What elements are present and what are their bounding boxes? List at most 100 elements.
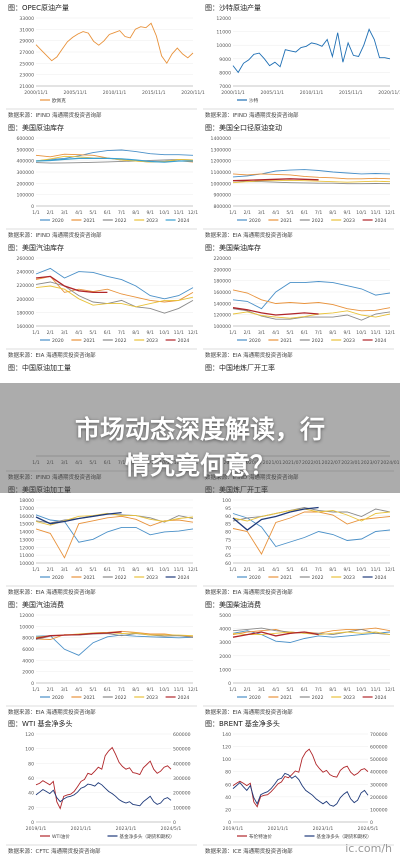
y-tick-label: 200000 (16, 297, 34, 303)
x-tick-label: 9/1 (343, 687, 350, 693)
y-tick-label: 11000 (19, 553, 34, 559)
chart-title: 图：沙特原油产量 (205, 3, 261, 12)
legend-label: 基金净多头（期货和期权） (317, 833, 372, 840)
x-tick-label: 1/1 (32, 567, 39, 573)
x-tick-label: 2020/11/1 (181, 90, 205, 96)
y-tick-label: 0 (31, 681, 34, 687)
x-tick-label: 2015/11/1 (142, 90, 166, 96)
y-tick-label: 21000 (19, 84, 34, 90)
x-tick-label: 2005/11/1 (260, 90, 284, 96)
series-line-2023 (35, 285, 194, 308)
chart-source: 数据来源：EIA 海通期货投资咨询部 (205, 351, 293, 359)
x-tick-label: 2005/11/1 (63, 90, 87, 96)
y-tick-label: 12000 (19, 545, 34, 551)
x-tick-label: 12/1 (385, 330, 395, 336)
y2-tick-label: 600000 (370, 745, 388, 751)
y2-tick-label: 200000 (173, 791, 191, 797)
legend-label: 2020 (249, 695, 261, 701)
y-tick-label: 31000 (19, 27, 34, 33)
x-tick-label: 2000/11/1 (221, 90, 245, 96)
series-line-2020 (35, 634, 194, 656)
x-tick-label: 7/1 (315, 330, 322, 336)
x-tick-label: 12/1 (385, 687, 395, 693)
legend-label: 2020 (52, 575, 64, 581)
y-tick-label: 85 (225, 522, 231, 528)
legend-label: 2020 (249, 218, 261, 224)
x-tick-label: 1/1 (229, 330, 236, 336)
x-tick-label: 10/1 (356, 330, 366, 336)
x-tick-label: 5/1 (89, 687, 96, 693)
series-line-2022 (35, 158, 194, 164)
y-tick-label: 1100000 (211, 170, 232, 176)
chart-source: 数据来源：ICE 海通期货投资咨询部 (205, 847, 293, 855)
x-tick-label: 7/1 (118, 210, 125, 216)
x-tick-label: 2/1 (244, 210, 251, 216)
series-line-2020 (35, 267, 194, 300)
x-tick-label: 7/1 (118, 567, 125, 573)
legend-label: 2022 (115, 695, 127, 701)
y-tick-label: 25000 (19, 61, 34, 67)
y-tick-label: 9000 (219, 57, 231, 63)
chart-title: 图：BRENT 基金净多头 (205, 719, 280, 728)
x-tick-label: 3/1 (258, 330, 265, 336)
series-line-WTI油价 (35, 746, 172, 810)
chart-title: 图：美国汽油库存 (8, 243, 64, 252)
x-tick-label: 2020/11/1 (378, 90, 400, 96)
x-tick-label: 6/1 (301, 567, 308, 573)
legend-label: 2021 (83, 338, 95, 344)
y2-tick-label: 100000 (370, 807, 388, 813)
chart-title: 图：WTI 基金净多头 (8, 719, 73, 728)
y-tick-label: 80 (225, 530, 231, 536)
y-tick-label: 14000 (19, 530, 34, 536)
chart-title: 图：美国原油库存 (8, 123, 64, 132)
y-tick-label: 260000 (16, 256, 34, 262)
y-tick-label: 4000 (22, 658, 34, 664)
y-tick-label: 11000 (216, 30, 231, 36)
x-tick-label: 7/1 (315, 567, 322, 573)
series-line-2022 (232, 180, 391, 185)
legend-label: 2021 (83, 575, 95, 581)
y-tick-label: 140 (222, 732, 231, 738)
y-tick-label: 29000 (19, 39, 34, 45)
chart-source: 数据来源：EIA 海通期货投资咨询部 (8, 588, 96, 596)
x-tick-label: 7/1 (118, 687, 125, 693)
y-tick-label: 60 (225, 561, 231, 567)
legend-label: 2022 (312, 695, 324, 701)
x-tick-label: 12/1 (188, 210, 198, 216)
chart-title: 图：OPEC原油产量 (8, 3, 69, 12)
y2-tick-label: 0 (370, 820, 373, 826)
x-tick-label: 5/1 (89, 210, 96, 216)
x-tick-label: 10/1 (356, 567, 366, 573)
legend-label: 2022 (115, 575, 127, 581)
x-tick-label: 5/1 (286, 687, 293, 693)
y2-tick-label: 400000 (173, 761, 191, 767)
x-tick-label: 11/1 (174, 687, 184, 693)
x-tick-label: 9/1 (343, 330, 350, 336)
series-line-2021 (232, 173, 391, 180)
legend-label: 2024 (375, 218, 387, 224)
x-tick-label: 12/1 (188, 687, 198, 693)
x-tick-label: 9/1 (343, 567, 350, 573)
x-tick-label: 5/1 (286, 330, 293, 336)
y2-tick-label: 700000 (370, 732, 388, 738)
x-tick-label: 12/1 (188, 460, 198, 466)
legend-label: 2024 (375, 338, 387, 344)
x-tick-label: 7/1 (315, 210, 322, 216)
y-tick-label: 0 (228, 681, 231, 687)
chart-title: 图：美国汽油消费 (8, 600, 64, 609)
y-tick-label: 1300000 (211, 147, 232, 153)
series-line-2024 (35, 275, 108, 294)
chart-title: 图：美国全口径原油变动 (205, 123, 282, 132)
x-tick-label: 3/1 (61, 687, 68, 693)
legend-label: 2020 (249, 575, 261, 581)
x-tick-label: 12/1 (385, 210, 395, 216)
x-tick-label: 2022/01 (302, 460, 321, 466)
y-tick-label: 80 (225, 770, 231, 776)
x-tick-label: 8/1 (132, 687, 139, 693)
x-tick-label: 3/1 (258, 687, 265, 693)
y-tick-label: 100 (222, 757, 231, 763)
series-line-基金净多头（期货和期权） (232, 772, 369, 807)
chart-source: 数据来源：EIA 海通期货投资咨询部 (8, 351, 96, 359)
x-tick-label: 2023/01 (341, 460, 360, 466)
legend-label: 2021 (280, 338, 292, 344)
